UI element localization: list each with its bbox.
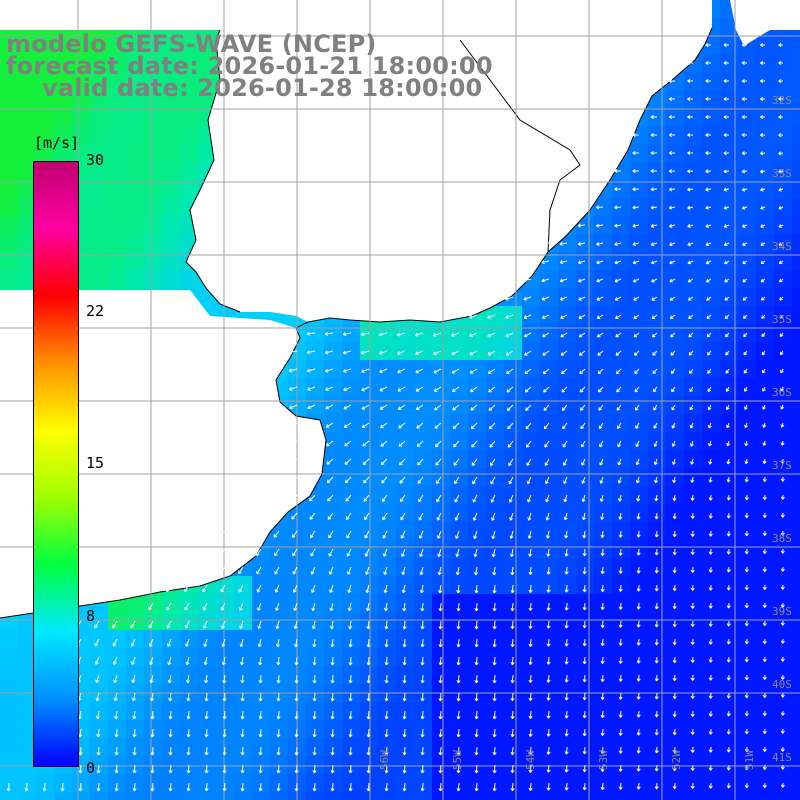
colorbar-tick-30: 30	[86, 151, 105, 169]
lat-label: 36S	[772, 386, 792, 399]
model-title: modelo GEFS-WAVE (NCEP)	[6, 30, 377, 58]
colorbar-unit: [m/s]	[34, 134, 80, 152]
lon-label: 52W	[670, 750, 683, 770]
land-argentina	[0, 290, 326, 618]
country-border	[185, 29, 581, 313]
lat-label: 33S	[772, 167, 792, 180]
lat-label: 32S	[772, 94, 792, 107]
colorbar-tick-0: 0	[86, 759, 96, 777]
colorbar-tick-8: 8	[86, 607, 96, 625]
lon-label: 51W	[743, 750, 756, 770]
lat-label: 35S	[772, 313, 792, 326]
lon-label: 55W	[451, 750, 464, 770]
lat-label: 38S	[772, 532, 792, 545]
colorbar	[33, 161, 79, 767]
lat-label: 40S	[772, 678, 792, 691]
forecast-date: forecast date: 2026-01-21 18:00:00	[6, 52, 493, 80]
colorbar-tick-22: 22	[86, 302, 105, 320]
colorbar-tick-15: 15	[86, 454, 105, 472]
lat-label: 37S	[772, 459, 792, 472]
lat-label: 41S	[772, 751, 792, 764]
wind-arrows	[6, 42, 785, 792]
lat-label: 39S	[772, 605, 792, 618]
land-north	[0, 0, 712, 322]
valid-date: valid date: 2026-01-28 18:00:00	[42, 74, 483, 102]
lat-label: 34S	[772, 240, 792, 253]
lon-label: 54W	[524, 750, 537, 770]
lon-label: 53W	[597, 750, 610, 770]
lon-label: 56W	[378, 750, 391, 770]
